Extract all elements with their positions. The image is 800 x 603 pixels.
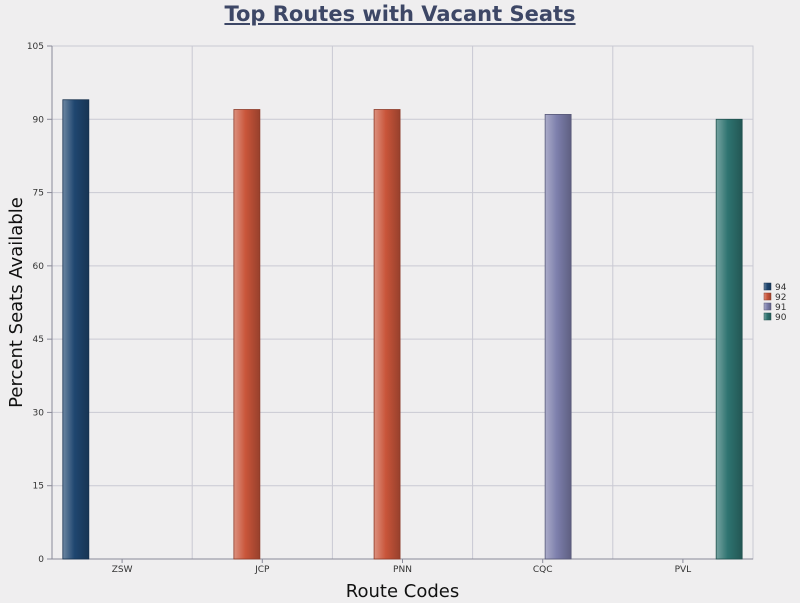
chart-title: Top Routes with Vacant Seats (224, 2, 576, 26)
bar-pnn (373, 109, 401, 560)
legend-swatch (763, 312, 772, 321)
bar-cqc (544, 114, 572, 560)
bar-jcp (233, 109, 261, 560)
x-tick-label: ZSW (112, 565, 133, 575)
legend-swatch (763, 292, 772, 301)
y-tick-label: 30 (33, 408, 45, 418)
legend-label: 92 (775, 293, 786, 303)
x-tick-label: JCP (254, 565, 270, 575)
legend-swatch (763, 302, 772, 311)
x-axis-label: Route Codes (346, 581, 459, 602)
legend-label: 90 (775, 313, 787, 323)
bar-zsw (62, 99, 90, 560)
y-axis-label: Percent Seats Available (6, 197, 27, 408)
bar-pvl (715, 118, 743, 560)
x-tick-label: PNN (393, 565, 412, 575)
legend-swatch (763, 282, 772, 291)
plot-area (51, 45, 754, 560)
y-tick-label: 0 (38, 555, 44, 565)
x-tick-label: CQC (533, 565, 553, 575)
y-tick-label: 90 (33, 115, 45, 125)
y-tick-label: 60 (33, 262, 45, 272)
y-tick-label: 15 (33, 482, 44, 492)
y-tick-label: 45 (33, 335, 44, 345)
y-tick-label: 75 (33, 189, 44, 199)
x-tick-label: PVL (675, 565, 692, 575)
y-tick-label: 105 (27, 42, 44, 52)
legend-label: 91 (775, 303, 786, 313)
legend-label: 94 (775, 283, 787, 293)
